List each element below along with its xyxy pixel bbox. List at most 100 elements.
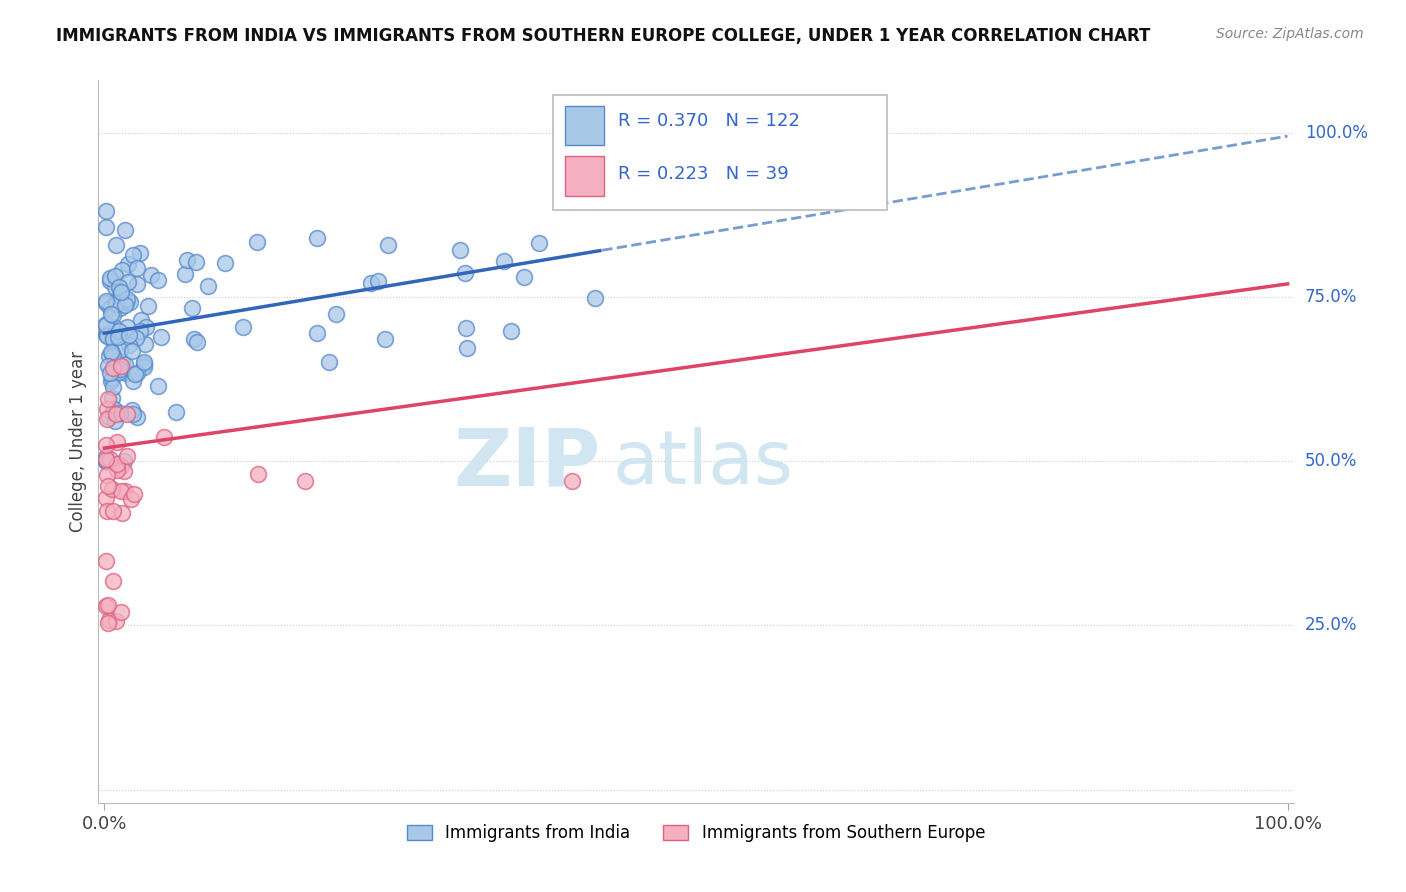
Point [114,483,136,498]
Point [108,343,131,358]
Point [121,403,143,417]
Point [583,291,606,305]
Point [111,263,134,277]
Point [129,245,152,260]
Point [135,320,157,334]
Point [165,404,187,418]
Point [96,454,118,468]
Point [96,504,118,518]
Point [127,409,149,424]
Point [125,366,148,380]
Text: 50.0%: 50.0% [1305,452,1357,470]
Point [101,332,124,346]
Text: R = 0.223   N = 39: R = 0.223 N = 39 [619,165,789,183]
Point [110,458,132,473]
Point [110,285,132,300]
Text: atlas: atlas [613,426,793,500]
Point [104,360,127,375]
Point [98,451,121,466]
Point [183,332,205,346]
Point [108,325,131,339]
Point [127,261,149,276]
Point [94,437,117,451]
Point [94,450,117,464]
Point [98,349,121,363]
Point [96,491,118,505]
Point [97,598,120,612]
Point [112,465,135,479]
Point [101,371,124,385]
Point [513,269,536,284]
Point [97,479,120,493]
Point [115,408,138,422]
Point [186,334,208,349]
Point [146,273,169,287]
Point [374,332,396,346]
Point [122,487,145,501]
Text: 25.0%: 25.0% [1305,616,1357,634]
Point [108,406,131,420]
Point [494,254,516,268]
Point [114,223,136,237]
Point [104,280,127,294]
Point [150,329,173,343]
Point [105,457,128,471]
Point [98,271,121,285]
Point [367,274,389,288]
Text: 100.0%: 100.0% [1305,124,1368,142]
Point [121,491,143,506]
Point [100,375,122,389]
Point [94,317,117,331]
Legend: Immigrants from India, Immigrants from Southern Europe: Immigrants from India, Immigrants from S… [399,817,993,848]
Point [97,359,120,373]
Point [176,252,198,267]
Text: ZIP: ZIP [453,425,600,502]
Point [104,268,127,283]
Point [114,357,136,371]
Point [96,553,118,567]
Point [305,230,328,244]
Point [103,380,125,394]
Point [96,454,118,468]
Point [94,454,117,468]
Point [100,345,122,359]
FancyBboxPatch shape [553,95,887,211]
Point [94,295,117,310]
Point [325,307,347,321]
Point [527,236,550,251]
Point [377,238,399,252]
Point [125,331,148,345]
Point [103,404,125,418]
Point [101,482,124,496]
Point [115,367,138,381]
Point [103,308,125,322]
Point [246,235,269,249]
Point [98,410,121,425]
Point [561,474,583,488]
Point [101,349,124,363]
Point [96,468,118,483]
Point [499,324,522,338]
Point [139,268,162,282]
Point [108,301,131,315]
Text: R = 0.370   N = 122: R = 0.370 N = 122 [619,112,800,130]
Point [132,357,155,371]
Point [107,435,129,450]
Point [115,449,138,463]
Point [132,359,155,374]
Point [97,392,120,407]
Point [100,308,122,322]
Point [197,278,219,293]
Point [318,354,340,368]
Point [125,277,148,291]
Point [97,613,120,627]
Point [94,326,117,341]
Point [105,463,128,477]
Point [148,379,170,393]
Point [105,294,128,309]
Point [94,451,117,466]
Point [128,324,150,338]
Point [98,274,121,288]
Point [94,599,117,613]
Point [94,294,117,309]
